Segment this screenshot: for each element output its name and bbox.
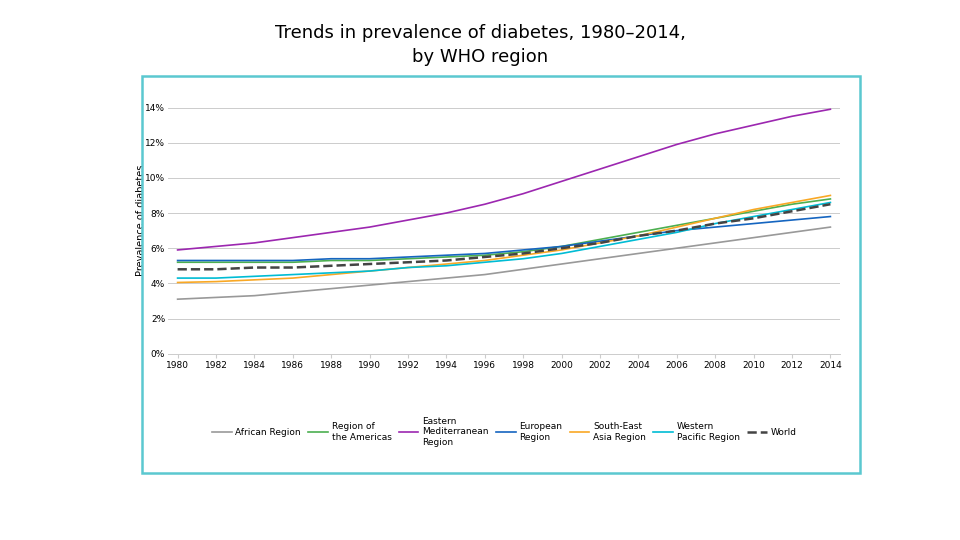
Y-axis label: Prevalence of diabetes: Prevalence of diabetes: [136, 164, 146, 276]
Text: Trends in prevalence of diabetes, 1980–2014,
by WHO region: Trends in prevalence of diabetes, 1980–2…: [275, 24, 685, 66]
Legend: African Region, Region of
the Americas, Eastern
Mediterranean
Region, European
R: African Region, Region of the Americas, …: [212, 417, 796, 447]
